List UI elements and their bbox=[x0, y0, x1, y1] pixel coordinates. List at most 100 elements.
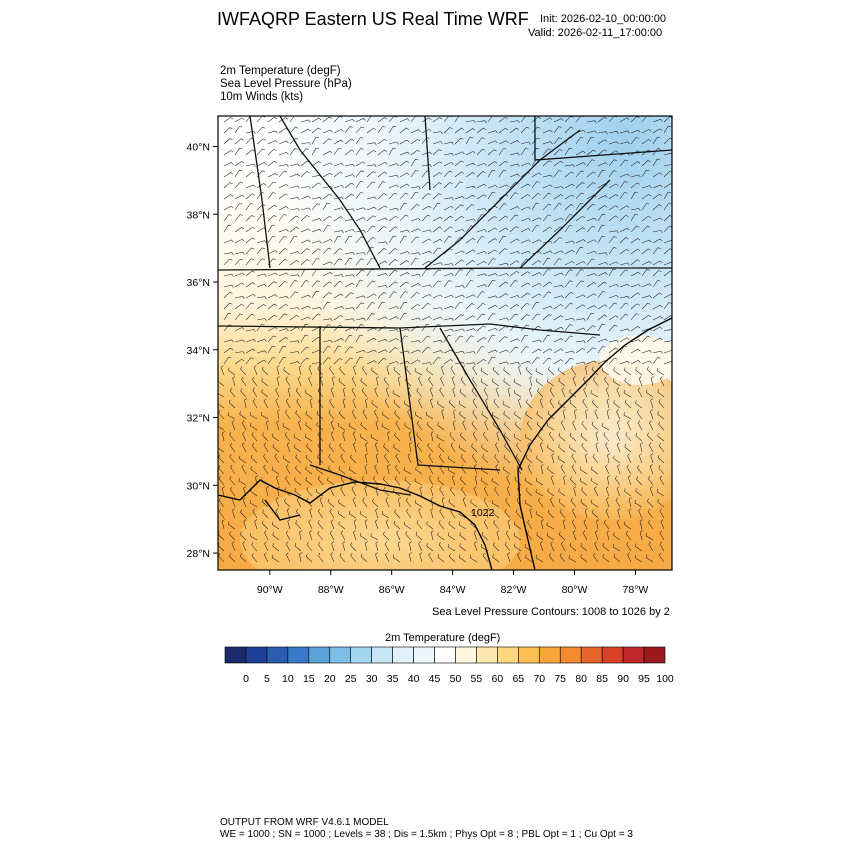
wind-barb bbox=[421, 164, 432, 168]
wind-barb bbox=[366, 206, 377, 211]
wind-barb bbox=[465, 162, 476, 167]
wind-barb bbox=[414, 499, 423, 508]
wind-barb bbox=[330, 431, 335, 442]
wind-barb bbox=[450, 365, 456, 376]
wind-barb bbox=[394, 432, 401, 442]
wind-barb bbox=[289, 116, 298, 123]
wind-barb bbox=[266, 420, 270, 431]
colorbar-label: 60 bbox=[492, 673, 504, 685]
wind-barb bbox=[377, 138, 388, 145]
wind-barb bbox=[278, 356, 287, 365]
wind-barb bbox=[309, 398, 313, 409]
wind-barb bbox=[437, 400, 445, 409]
wind-barb bbox=[410, 292, 420, 299]
wind-barb bbox=[344, 149, 354, 156]
wind-barb bbox=[542, 348, 553, 354]
wind-barb bbox=[234, 251, 245, 255]
wind-barb bbox=[454, 171, 464, 178]
wind-barb bbox=[245, 171, 255, 178]
wind-barb bbox=[366, 215, 376, 222]
wind-barb bbox=[454, 215, 465, 222]
wind-barb bbox=[278, 151, 289, 156]
wind-barb bbox=[306, 487, 313, 497]
wind-barb bbox=[465, 351, 476, 355]
state-boundaries bbox=[218, 116, 672, 496]
wind-barb bbox=[388, 163, 399, 167]
wind-barb bbox=[374, 464, 379, 475]
wind-barb bbox=[487, 238, 498, 244]
wind-barb bbox=[377, 193, 387, 200]
wind-barb bbox=[366, 164, 377, 168]
wind-barb bbox=[333, 293, 344, 299]
wind-barb bbox=[575, 318, 586, 322]
wind-barb bbox=[498, 248, 508, 255]
wind-barb bbox=[487, 216, 498, 222]
wind-barb bbox=[283, 367, 291, 376]
wind-barb bbox=[495, 464, 500, 475]
wind-barb bbox=[619, 117, 630, 123]
wind-barb bbox=[564, 225, 573, 233]
wind-barb bbox=[492, 378, 500, 387]
wind-barb bbox=[438, 520, 445, 530]
wind-barb bbox=[330, 420, 335, 431]
wind-barb bbox=[465, 294, 476, 299]
wind-barb bbox=[331, 376, 335, 387]
wind-barb bbox=[421, 346, 431, 354]
wind-barb bbox=[564, 302, 574, 310]
wind-barb bbox=[305, 422, 313, 431]
wind-barb bbox=[535, 554, 544, 563]
wind-barb bbox=[487, 258, 496, 266]
wind-barb bbox=[311, 290, 320, 299]
wind-barb bbox=[630, 326, 641, 332]
wind-barb bbox=[476, 148, 486, 156]
wind-barb bbox=[377, 316, 388, 321]
wind-barb bbox=[383, 487, 390, 497]
wind-barb bbox=[549, 497, 555, 508]
wind-barb bbox=[630, 129, 641, 134]
wind-barb bbox=[564, 249, 575, 255]
wind-barb bbox=[375, 508, 379, 519]
wind-barb bbox=[265, 486, 269, 497]
wind-barb bbox=[241, 464, 247, 475]
wind-barb bbox=[616, 442, 621, 453]
wind-barb bbox=[586, 305, 597, 310]
wind-barb bbox=[615, 497, 621, 508]
wind-barb bbox=[586, 312, 595, 321]
wind-barb bbox=[564, 335, 574, 343]
wind-barb bbox=[245, 226, 256, 233]
wind-barb bbox=[472, 431, 478, 442]
wind-barb bbox=[498, 227, 509, 233]
wind-barb bbox=[531, 272, 542, 277]
wind-barb bbox=[437, 553, 445, 563]
wind-barb bbox=[311, 280, 320, 288]
wind-barb bbox=[454, 314, 464, 321]
wind-barb bbox=[531, 260, 542, 266]
wind-barb bbox=[659, 508, 665, 519]
wind-barb bbox=[223, 347, 234, 354]
wind-barb bbox=[509, 226, 519, 233]
wind-barb bbox=[443, 294, 454, 299]
wind-barb bbox=[322, 129, 333, 134]
wind-barb bbox=[249, 411, 258, 420]
wind-barb bbox=[441, 497, 445, 508]
wind-barb bbox=[476, 137, 485, 145]
wind-barb bbox=[597, 183, 608, 189]
wind-barb bbox=[353, 365, 357, 376]
wind-barb bbox=[289, 260, 300, 266]
wind-barb bbox=[487, 191, 496, 200]
wind-barb bbox=[549, 398, 555, 409]
wind-barb bbox=[322, 247, 332, 255]
wind-barb bbox=[498, 116, 509, 123]
wind-barb bbox=[581, 487, 588, 497]
wind-barb bbox=[601, 367, 610, 376]
wind-barb bbox=[648, 541, 654, 552]
wind-barb bbox=[426, 367, 434, 376]
wind-barb bbox=[520, 194, 531, 200]
wind-barb bbox=[271, 554, 280, 563]
wind-barb bbox=[404, 477, 412, 486]
wind-barb bbox=[272, 443, 280, 453]
wind-barb bbox=[516, 442, 522, 453]
wind-barb bbox=[362, 409, 368, 420]
wind-barb bbox=[311, 228, 322, 233]
wind-barb bbox=[520, 346, 529, 354]
